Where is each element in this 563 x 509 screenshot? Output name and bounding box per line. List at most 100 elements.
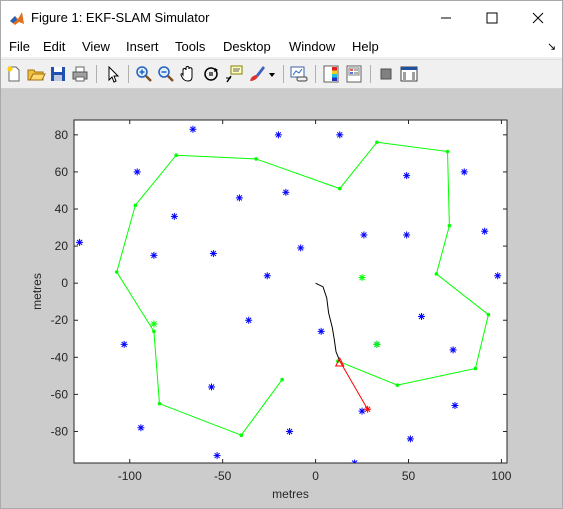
landmark-marker-stroke: [403, 172, 410, 179]
plot-content: [76, 125, 502, 463]
landmark-marker: [137, 424, 145, 432]
observed-landmark-marker-stroke: [151, 321, 157, 327]
open-file-icon[interactable]: [26, 64, 46, 84]
landmark-marker: [336, 131, 344, 139]
landmark-marker-stroke: [151, 252, 157, 259]
show-plot-tools-icon[interactable]: [399, 64, 419, 84]
landmark-marker-stroke: [283, 189, 289, 196]
legend-icon[interactable]: [344, 64, 364, 84]
landmark-marker: [120, 340, 128, 348]
landmark-marker-stroke: [76, 239, 83, 246]
save-icon[interactable]: [48, 64, 68, 84]
landmark-marker: [360, 231, 368, 239]
landmark-marker: [189, 125, 197, 133]
pan-icon[interactable]: [178, 64, 198, 84]
menu-desktop[interactable]: Desktop: [223, 39, 271, 54]
menu-file[interactable]: File: [9, 39, 30, 54]
rotate-3d-icon[interactable]: [201, 64, 221, 84]
landmark-marker-stroke: [318, 328, 325, 335]
print-icon[interactable]: [70, 64, 90, 84]
landmark-marker: [403, 231, 411, 239]
brush-dropdown-icon[interactable]: [267, 64, 277, 84]
observed-landmark-marker-stroke: [359, 274, 365, 281]
landmark-marker-stroke: [418, 313, 425, 320]
landmark-marker-stroke: [351, 460, 356, 463]
landmark-marker: [406, 435, 414, 443]
y-tick-label: -60: [51, 387, 69, 401]
waypoint-marker: [280, 377, 284, 382]
landmark-marker: [351, 459, 359, 463]
dock-arrow-icon[interactable]: ↘: [547, 41, 557, 53]
y-tick-label: -80: [51, 424, 69, 438]
y-tick-label: 80: [55, 128, 69, 142]
robot-trajectory: [315, 282, 341, 362]
landmark-marker-stroke: [353, 460, 358, 463]
observed-landmark-marker: [358, 274, 366, 282]
y-tick-label: -40: [51, 350, 69, 364]
zoom-in-icon[interactable]: [134, 64, 154, 84]
landmark-marker: [208, 383, 216, 391]
landmark-marker: [209, 249, 217, 257]
ekf-slam-plot[interactable]: -100 -50 0 50 100 80 60 40 20 0 -20 -40 -60 -80 metres…: [1, 89, 562, 508]
landmark-marker: [481, 227, 489, 235]
close-button[interactable]: [515, 1, 561, 35]
menu-insert[interactable]: Insert: [126, 39, 159, 54]
matlab-icon: [9, 10, 25, 26]
toolbar-separator: [283, 65, 284, 83]
waypoint-marker: [254, 157, 258, 161]
window-title: Figure 1: EKF-SLAM Simulator: [31, 10, 210, 25]
x-tick-label: 100: [491, 469, 511, 483]
landmark-marker-stroke: [134, 169, 141, 175]
brush-icon[interactable]: [247, 64, 267, 84]
landmark-marker: [282, 188, 290, 196]
waypoint-marker: [174, 153, 179, 158]
colorbar-icon[interactable]: [321, 64, 341, 84]
toolbar-separator: [370, 65, 371, 83]
waypoint-marker: [133, 203, 138, 208]
landmark-marker-stroke: [190, 126, 196, 133]
minimize-button[interactable]: [423, 1, 469, 35]
landmark-marker: [133, 168, 141, 176]
landmark-marker: [449, 346, 457, 354]
y-tick-label: -20: [51, 313, 69, 327]
x-axis-label: metres: [272, 487, 309, 501]
menu-window[interactable]: Window: [289, 39, 336, 54]
landmark-marker-stroke: [264, 272, 271, 279]
landmark-marker-stroke: [450, 347, 456, 353]
waypoint-marker: [152, 329, 156, 334]
menu-view[interactable]: View: [82, 39, 110, 54]
pointer-icon[interactable]: [103, 64, 123, 84]
landmark-marker-stroke: [481, 228, 488, 235]
landmark-marker-stroke: [361, 232, 367, 238]
landmark-marker-stroke: [452, 402, 458, 409]
waypoint-marker: [447, 223, 452, 228]
waypoint-marker: [375, 140, 379, 145]
waypoint-marker: [114, 270, 119, 274]
landmark-marker: [418, 313, 426, 321]
observed-landmark-marker: [150, 320, 158, 328]
hide-plot-tools-icon[interactable]: [376, 64, 396, 84]
maximize-button[interactable]: [469, 1, 515, 35]
link-plot-icon[interactable]: [289, 64, 309, 84]
landmark-marker: [213, 452, 221, 460]
y-tick-label: 60: [55, 165, 69, 179]
landmark-marker: [403, 172, 411, 180]
menu-help[interactable]: Help: [352, 39, 379, 54]
landmark-marker-stroke: [403, 232, 410, 238]
landmark-marker: [451, 402, 459, 410]
observed-landmark-marker-stroke: [374, 341, 380, 348]
close-icon: [532, 12, 544, 24]
robot-target-marker-stroke: [364, 406, 371, 413]
zoom-out-icon[interactable]: [156, 64, 176, 84]
landmark-marker: [150, 251, 158, 259]
data-cursor-icon[interactable]: [224, 64, 244, 84]
figure-canvas: -100 -50 0 50 100 80 60 40 20 0 -20 -40 -60 -80 metres…: [1, 89, 562, 508]
toolbar-separator: [96, 65, 97, 83]
menu-edit[interactable]: Edit: [43, 39, 66, 54]
landmark-marker: [263, 272, 271, 280]
new-figure-icon[interactable]: [4, 64, 24, 84]
landmark-marker-stroke: [275, 131, 282, 138]
landmark-marker: [274, 131, 282, 139]
x-tick-label: 0: [312, 469, 319, 483]
menu-tools[interactable]: Tools: [175, 39, 206, 54]
